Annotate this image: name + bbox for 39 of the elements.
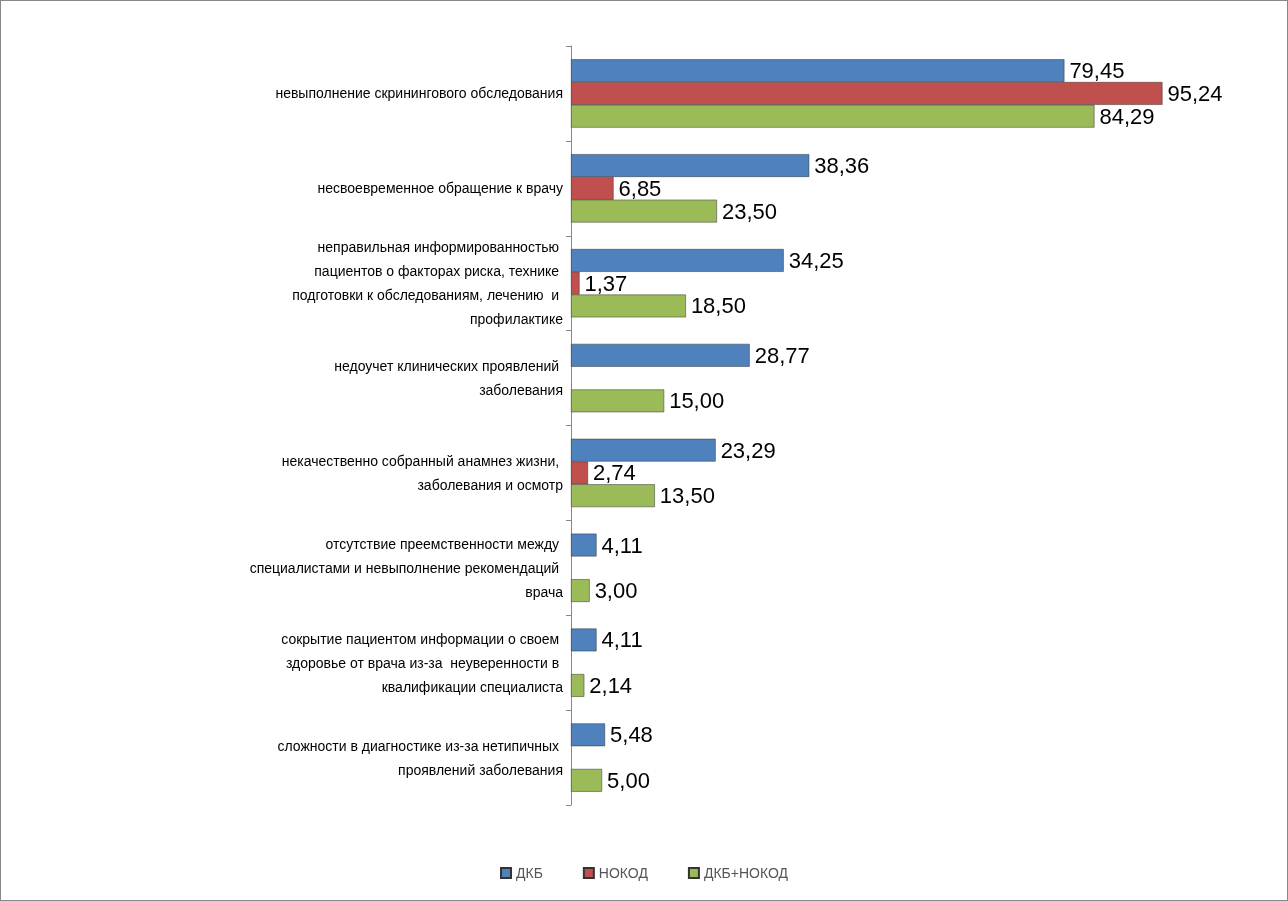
y-tick-label: сложности в диагностике из-за нетипичных проявлений заболевания [277, 737, 563, 778]
data-label: 13,50 [659, 483, 715, 509]
bar [571, 579, 590, 602]
data-label: 95,24 [1167, 80, 1223, 106]
y-tick-label: отсутствие преемственности между специалистами и невыполнение рекомендаций врача [249, 535, 564, 600]
bar [571, 723, 606, 747]
data-label: 15,00 [669, 388, 725, 414]
data-label: 2,14 [589, 672, 633, 698]
data-label: 28,77 [754, 342, 810, 368]
y-tick-label: невыполнение скринингового обследования [275, 85, 563, 102]
y-tick-label: неправильная информированностью пациентов о факторах риска, технике подготовки к обследованиям, лечению и профилактике [292, 239, 564, 328]
data-label: 5,48 [610, 722, 653, 748]
y-tick-label: несвоевременное обращение к врачу [317, 180, 563, 197]
y-tick-label: недоучет клинических проявлений заболевания [334, 358, 563, 399]
bar [571, 533, 597, 557]
data-label: 2,74 [593, 460, 636, 486]
bar [571, 628, 597, 652]
data-label: 79,45 [1069, 58, 1125, 84]
data-label: 1,37 [584, 270, 628, 296]
legend-label: ДКБ [516, 865, 543, 881]
data-label: 3,00 [594, 578, 638, 604]
data-label: 18,50 [690, 293, 746, 319]
data-label: 38,36 [814, 153, 870, 179]
legend-label: ДКБ+НОКОД [703, 865, 789, 881]
data-label: 6,85 [618, 175, 662, 201]
data-label: 23,50 [721, 198, 777, 224]
y-tick-label: некачественно собранный анамнез жизни, заболевания и осмотр [281, 452, 564, 493]
bar [571, 768, 603, 792]
data-label: 4,11 [601, 532, 643, 558]
data-label: 84,29 [1099, 103, 1155, 129]
data-label: 4,11 [601, 627, 643, 653]
data-label: 34,25 [788, 247, 844, 273]
bar [571, 389, 665, 413]
y-tick-label: сокрытие пациентом информации о своем здоровье от врача из-за неуверенности в квалификации специалиста [281, 630, 564, 695]
bar [571, 343, 750, 367]
data-label: 23,29 [720, 437, 776, 463]
legend-label: НОКОД [598, 865, 649, 881]
data-label: 5,00 [607, 767, 650, 793]
bar [571, 674, 585, 697]
